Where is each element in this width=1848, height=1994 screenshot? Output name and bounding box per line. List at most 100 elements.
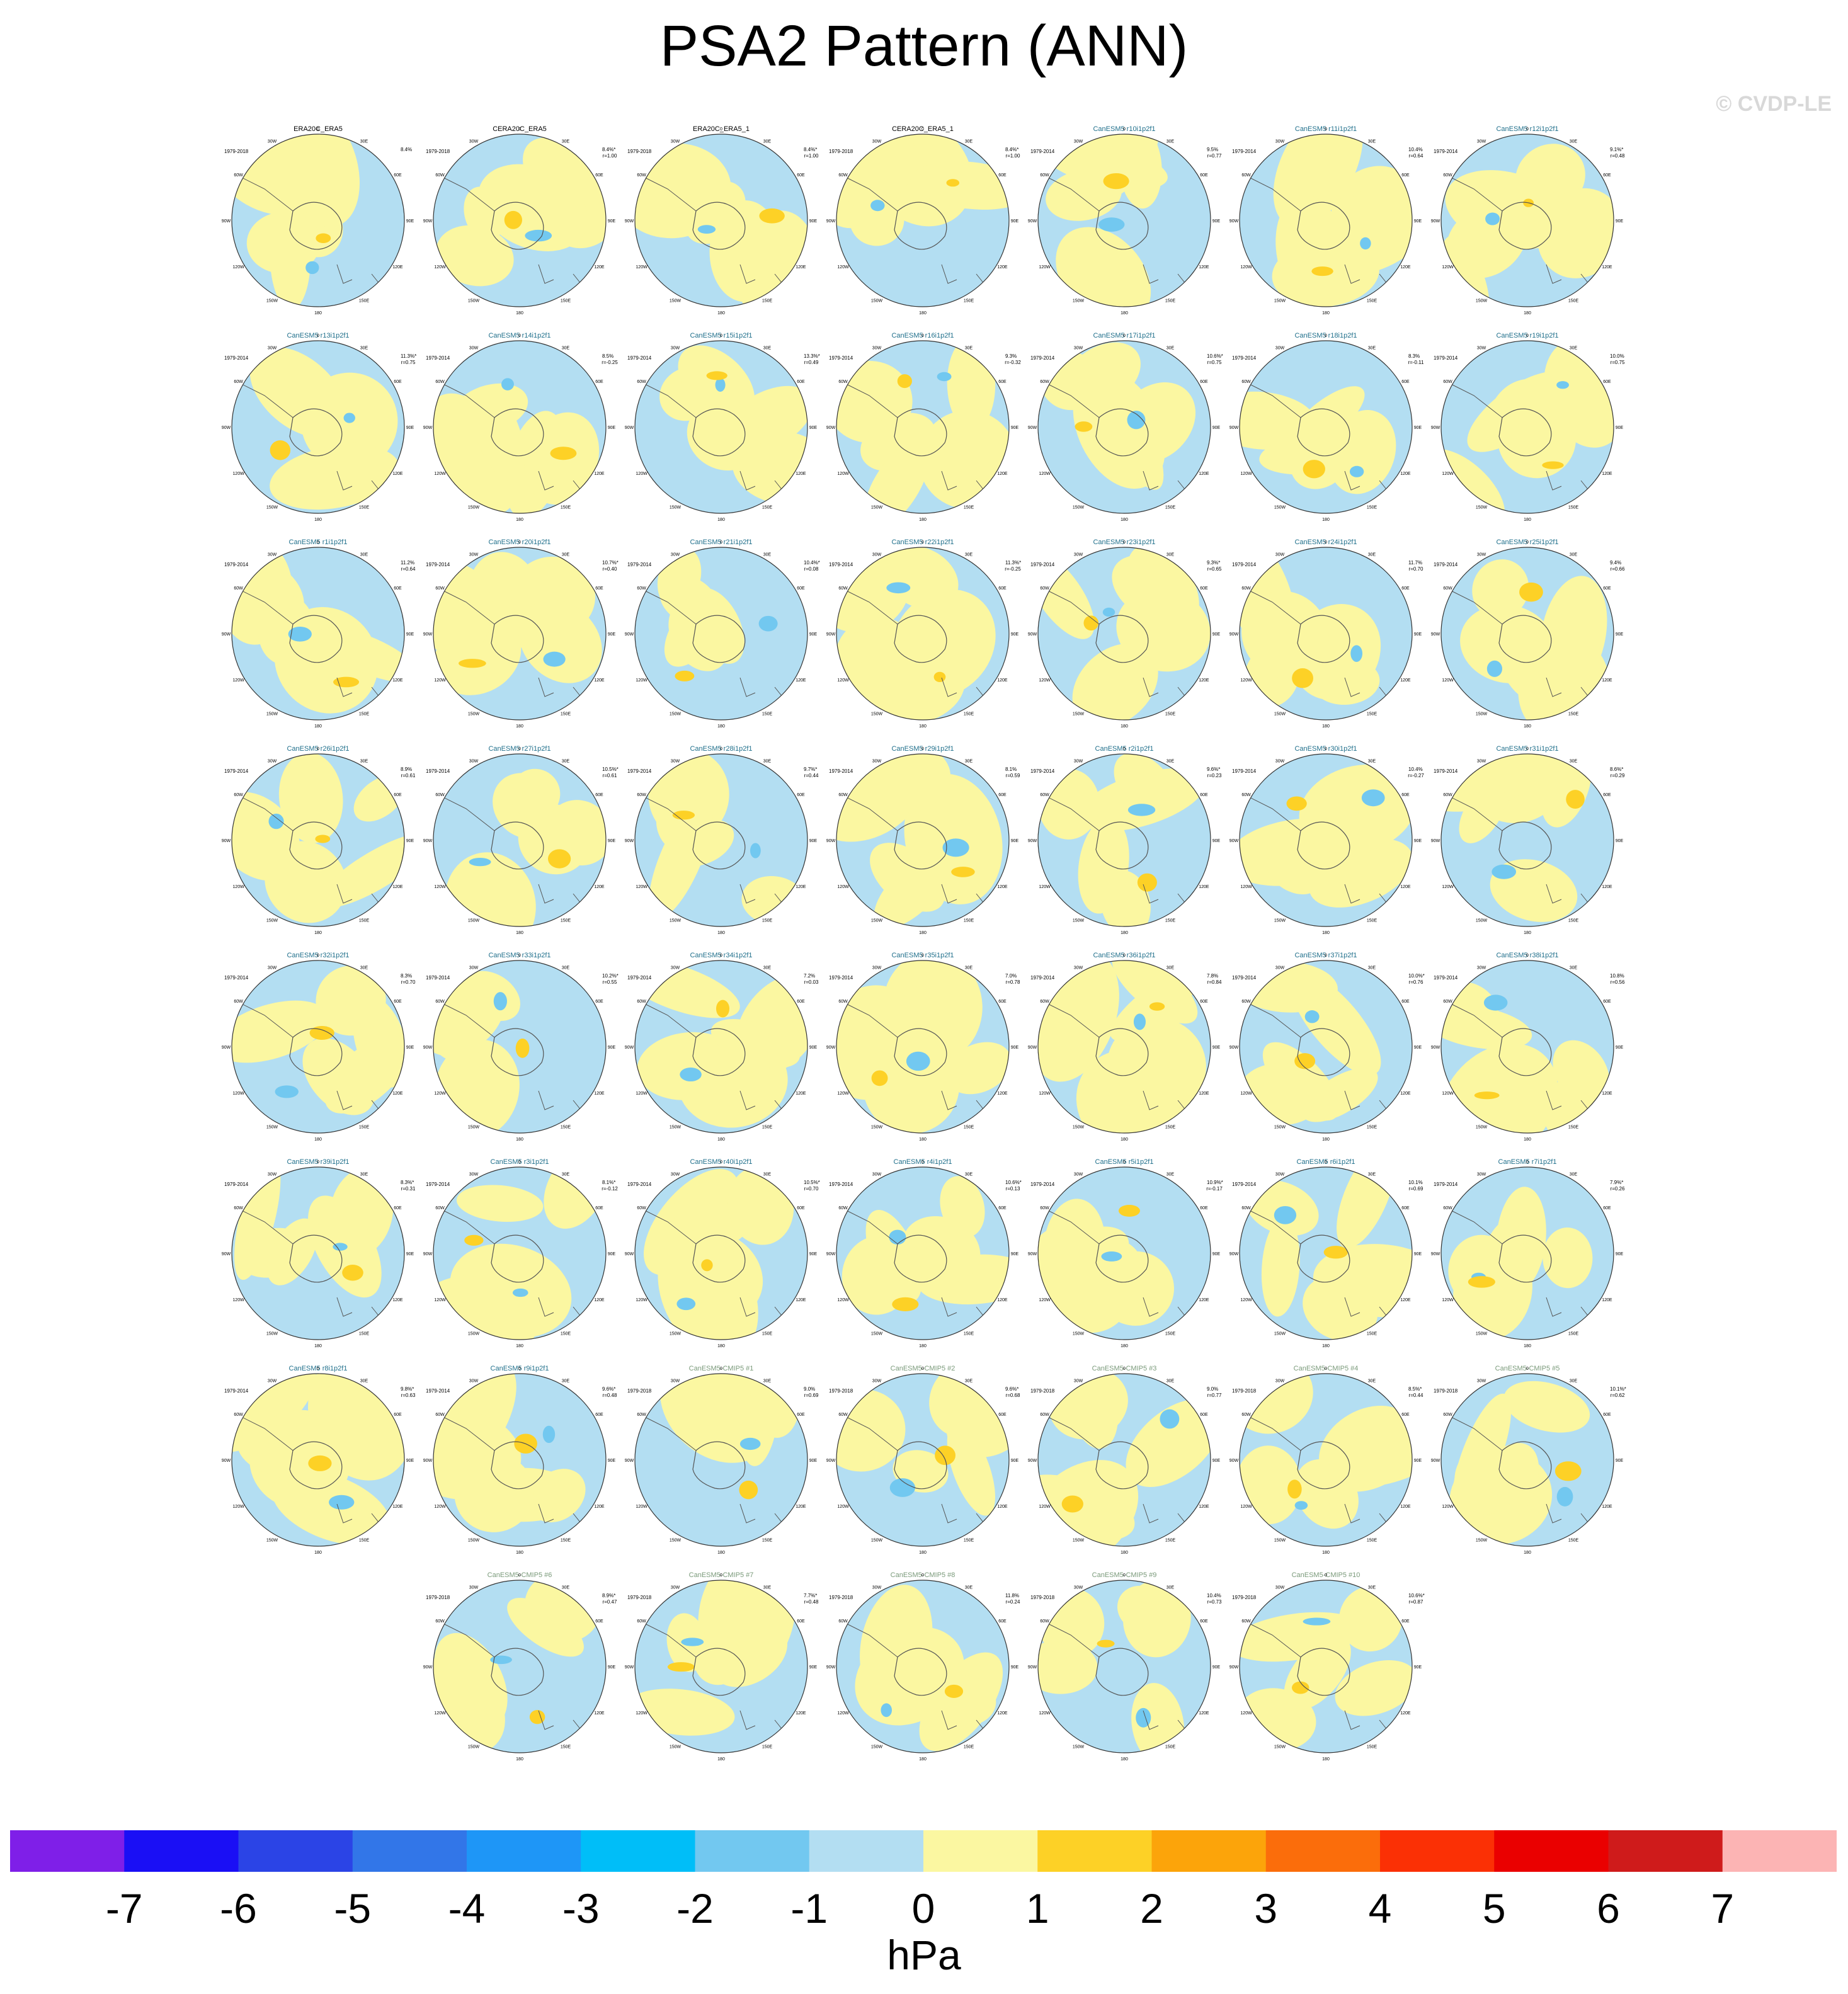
panel-5: CanESM5 r10i1p2f1 1979-2014 9.5%r=0.77 0 30E… [1028, 125, 1222, 316]
lon-label: 0 [1325, 1367, 1327, 1371]
lon-label: 150E [964, 918, 974, 923]
panel-27: CanESM5 r30i1p2f1 1979-2014 10.4%r=-0.27 0 3… [1229, 745, 1425, 935]
lon-label: 0 [1325, 1160, 1327, 1165]
lon-label: 30W [1074, 346, 1083, 351]
panel-variance: 10.0%* [1408, 973, 1425, 979]
lon-label: 90E [809, 426, 818, 430]
panel-23: CanESM5 r27i1p2f1 1979-2014 10.5%*r=0.61 0 3… [423, 745, 619, 935]
lon-label: 60W [637, 1206, 646, 1211]
lon-label: 150E [1367, 1745, 1377, 1749]
panel-period: 1979-2018 [829, 149, 853, 154]
lon-label: 30W [872, 1173, 882, 1177]
lon-label: 120W [1442, 1505, 1454, 1509]
panel-title: CERA20C_ERA5 [493, 125, 547, 133]
lon-label: 120E [594, 1505, 605, 1509]
panel-correlation: r=0.61 [603, 773, 617, 778]
lon-label: 60E [1401, 1413, 1410, 1417]
lon-label: 150E [964, 299, 974, 303]
map-boundary [1037, 547, 1211, 721]
lon-label: 60E [1200, 380, 1208, 384]
panel-map [635, 1167, 807, 1340]
lon-label: 60E [394, 380, 402, 384]
lon-label: 30E [1368, 760, 1376, 764]
colorbar-tick-label: -4 [448, 1885, 486, 1932]
lon-label: 120E [997, 265, 1008, 270]
lon-label: 90E [809, 1252, 818, 1256]
panel-title: CanESM5 r32i1p2f1 [287, 952, 349, 959]
lon-label: 120W [636, 1298, 647, 1302]
panel-map [232, 960, 404, 1133]
lon-label: 0 [720, 1367, 722, 1371]
lon-label: 120E [392, 472, 403, 476]
lon-label: 120E [796, 265, 806, 270]
panel-period: 1979-2014 [627, 355, 652, 361]
lon-label: 90E [1414, 219, 1422, 224]
panel-variance: 8.5% [602, 353, 613, 359]
lon-label: 30W [469, 346, 479, 351]
panel-correlation: r=0.64 [1409, 153, 1423, 159]
panel-map [1441, 134, 1614, 307]
lon-label: 150E [1568, 505, 1579, 510]
lon-label: 0 [1526, 954, 1529, 958]
lon-label: 30E [1570, 553, 1578, 557]
lon-label: 90W [1028, 632, 1037, 637]
lon-label: 60E [1401, 380, 1410, 384]
panel-map [1441, 1167, 1614, 1340]
lon-label: 90W [1431, 426, 1440, 430]
lon-label: 180 [919, 518, 927, 522]
lon-label: 60W [234, 1413, 243, 1417]
panel-54: CanESM5-CMIP5 #10 1979-2018 10.6%*r=0.87 0 3… [1229, 1571, 1425, 1762]
lon-label: 30W [1074, 1586, 1083, 1590]
lon-label: 120W [1240, 1298, 1252, 1302]
panel-correlation: r=0.70 [401, 979, 416, 985]
panel-correlation: r=0.62 [1611, 1393, 1625, 1398]
lon-label: 120E [594, 885, 605, 889]
lon-label: 0 [921, 747, 924, 751]
map-boundary [1440, 960, 1614, 1134]
lon-label: 0 [921, 334, 924, 338]
map-boundary [433, 134, 607, 307]
lon-label: 150E [1165, 1538, 1176, 1542]
panel-title: CanESM5-CMIP5 #9 [1092, 1571, 1157, 1579]
panel-variance: 10.5%* [602, 766, 619, 772]
panel-period: 1979-2014 [224, 562, 249, 567]
lon-label: 30E [562, 1379, 570, 1384]
lon-label: 180 [1121, 931, 1128, 935]
lon-label: 30W [268, 1379, 277, 1384]
lon-label: 0 [921, 1367, 924, 1371]
panel-33: CanESM5 r36i1p2f1 1979-2014 7.8%r=0.84 0 30E… [1028, 952, 1222, 1142]
lon-label: 150W [670, 1538, 682, 1542]
lon-label: 90E [809, 632, 818, 637]
panel-period: 1979-2014 [1030, 1182, 1055, 1187]
lon-label: 90W [423, 219, 433, 224]
lon-label: 150W [670, 505, 682, 510]
map-boundary [836, 1373, 1010, 1547]
lon-label: 30E [1368, 966, 1376, 971]
panel-title: CanESM5 r5i1p2f1 [1095, 1158, 1154, 1166]
lon-label: 30E [763, 1379, 772, 1384]
panel-41: CanESM5 r6i1p2f1 1979-2014 10.1%r=0.69 0 30E… [1229, 1158, 1423, 1348]
lon-label: 30W [268, 553, 277, 557]
panel-period: 1979-2014 [1232, 1182, 1257, 1187]
lon-label: 90W [826, 1665, 836, 1670]
colorbar-tick-label: -5 [334, 1885, 372, 1932]
lon-label: 120E [997, 472, 1008, 476]
panel-correlation: r=0.65 [1207, 566, 1222, 572]
panel-map [433, 547, 606, 720]
panel-title: CanESM5 r28i1p2f1 [690, 745, 752, 753]
panel-correlation: r=0.49 [804, 360, 819, 365]
lon-label: 150E [561, 1331, 571, 1336]
lon-label: 90W [1431, 1252, 1440, 1256]
watermark: © CVDP-LE [1716, 92, 1832, 116]
lon-label: 30W [469, 966, 479, 971]
panel-title: CanESM5 r17i1p2f1 [1093, 332, 1155, 339]
lon-label: 60W [1241, 793, 1251, 797]
lon-label: 150E [964, 1745, 974, 1749]
lon-label: 60E [1401, 1206, 1410, 1211]
panel-variance: 11.3%* [1005, 560, 1021, 566]
panel-variance: 9.0% [1207, 1386, 1218, 1392]
colorbar-swatch [1722, 1830, 1837, 1872]
panel-map [1038, 754, 1211, 926]
panel-30: CanESM5 r33i1p2f1 1979-2014 10.2%*r=0.55 0 3… [423, 952, 619, 1142]
lon-label: 120W [1442, 678, 1454, 683]
